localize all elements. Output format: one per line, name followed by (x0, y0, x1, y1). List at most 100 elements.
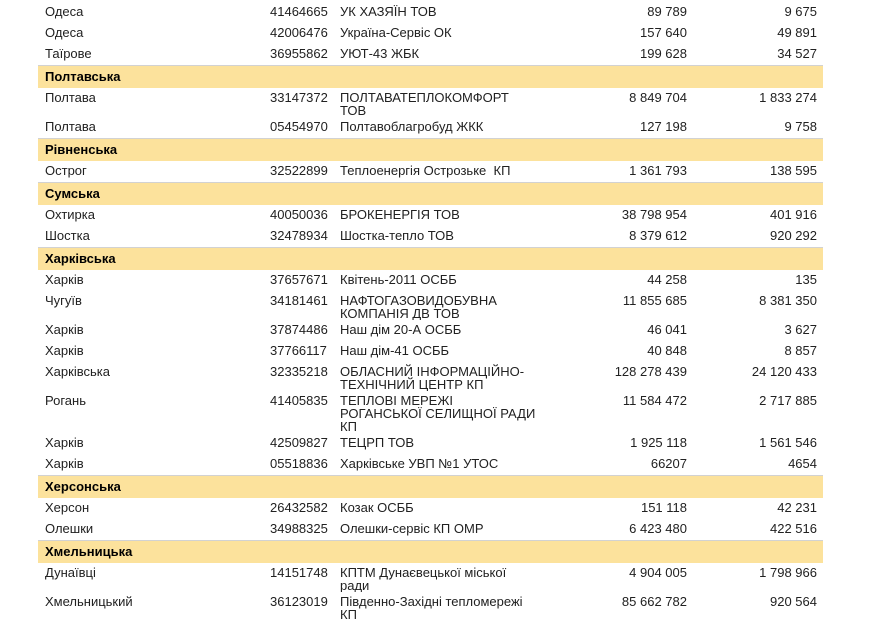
table-row: Херсон 26432582 Козак ОСББ 151 118 42 23… (38, 498, 823, 519)
table-row: Одеса 42006476 Україна-Сервіс ОК 157 640… (38, 23, 823, 44)
value2-cell: 3 627 (784, 322, 817, 337)
region-label: Рівненська (38, 137, 823, 161)
value1-cell: 85 662 782 (621, 594, 687, 609)
edrpou-cell: 32522899 (270, 163, 328, 178)
city-cell: Охтирка (45, 207, 95, 222)
value1-cell: 1 925 118 (630, 435, 687, 450)
city-cell: Чугуїв (45, 293, 82, 308)
table-row: Харків 37657671 Квітень-2011 ОСББ 44 258… (38, 270, 823, 291)
region-label: Херсонська (38, 474, 823, 498)
value2-cell: 422 516 (770, 521, 817, 536)
city-cell: Хмельницький (45, 594, 133, 609)
table-row: Чугуїв 34181461 НАФТОГАЗОВИДОБУВНА КОМПА… (38, 291, 823, 320)
value1-cell: 40 848 (647, 343, 687, 358)
edrpou-cell: 40050036 (270, 207, 328, 222)
edrpou-cell: 05518836 (270, 456, 328, 471)
company-cell: ТЕЦРП ТОВ (340, 435, 414, 450)
value2-cell: 49 891 (777, 25, 817, 40)
value2-cell: 4654 (788, 456, 817, 471)
edrpou-cell: 14151748 (270, 565, 328, 580)
value1-cell: 6 423 480 (629, 521, 687, 536)
table-row: Одеса 41464665 УК ХАЗЯЇН ТОВ 89 789 9 67… (38, 2, 823, 23)
city-cell: Таїрове (45, 46, 92, 61)
city-cell: Харків (45, 456, 84, 471)
table-row: Харків 37766117 Наш дім-41 ОСББ 40 848 8… (38, 341, 823, 362)
company-cell: Харківське УВП №1 УТОС (340, 456, 499, 471)
value2-cell: 1 798 966 (759, 565, 817, 580)
company-cell: Шостка-тепло ТОВ (340, 228, 454, 243)
company-cell: УК ХАЗЯЇН ТОВ (340, 4, 437, 19)
company-cell: ПОЛТАВАТЕПЛОКОМФОРТ ТОВ (340, 90, 509, 117)
value2-cell: 8 381 350 (759, 293, 817, 308)
city-cell: Харків (45, 272, 84, 287)
city-cell: Харків (45, 343, 84, 358)
company-cell: Полтавоблагробуд ЖКК (340, 119, 484, 134)
value1-cell: 8 379 612 (629, 228, 687, 243)
edrpou-cell: 33147372 (270, 90, 328, 105)
registry-table: Одеса 41464665 УК ХАЗЯЇН ТОВ 89 789 9 67… (38, 2, 823, 621)
edrpou-cell: 36955862 (270, 46, 328, 61)
region-header-row: Херсонська (38, 474, 823, 498)
value1-cell: 66207 (650, 456, 687, 471)
value2-cell: 42 231 (777, 500, 817, 515)
table-row: Охтирка 40050036 БРОКЕНЕРГІЯ ТОВ 38 798 … (38, 205, 823, 226)
company-cell: Південно-Західні тепломережі КП (340, 594, 523, 621)
company-cell: УЮТ-43 ЖБК (340, 46, 420, 61)
city-cell: Херсон (45, 500, 90, 515)
company-cell: Теплоенергія Острозьке КП (340, 163, 511, 178)
value2-cell: 135 (795, 272, 817, 287)
value1-cell: 11 855 685 (622, 293, 687, 308)
value1-cell: 8 849 704 (629, 90, 687, 105)
city-cell: Рогань (45, 393, 86, 408)
value1-cell: 11 584 472 (622, 393, 687, 408)
city-cell: Полтава (45, 90, 96, 105)
company-cell: Наш дім-41 ОСББ (340, 343, 450, 358)
value2-cell: 920 564 (770, 594, 817, 609)
table-row: Харків 05518836 Харківське УВП №1 УТОС 6… (38, 454, 823, 475)
company-cell: Олешки-сервіс КП ОМР (340, 521, 484, 536)
value1-cell: 4 904 005 (629, 565, 687, 580)
value2-cell: 920 292 (770, 228, 817, 243)
edrpou-cell: 37874486 (270, 322, 328, 337)
value1-cell: 199 628 (640, 46, 687, 61)
region-label: Харківська (38, 246, 823, 270)
city-cell: Харків (45, 322, 84, 337)
city-cell: Дунаївці (45, 565, 96, 580)
value2-cell: 2 717 885 (759, 393, 817, 408)
edrpou-cell: 37766117 (270, 343, 327, 358)
company-cell: Наш дім 20-А ОСББ (340, 322, 462, 337)
table-row: Дунаївці 14151748 КПТМ Дунаєвецької місь… (38, 563, 823, 592)
region-header-row: Хмельницька (38, 539, 823, 563)
city-cell: Острог (45, 163, 87, 178)
edrpou-cell: 42006476 (270, 25, 328, 40)
region-header-row: Рівненська (38, 137, 823, 161)
value1-cell: 127 198 (640, 119, 687, 134)
company-cell: НАФТОГАЗОВИДОБУВНА КОМПАНІЯ ДВ ТОВ (340, 293, 497, 320)
value2-cell: 9 675 (784, 4, 817, 19)
edrpou-cell: 26432582 (270, 500, 328, 515)
value2-cell: 9 758 (784, 119, 817, 134)
edrpou-cell: 05454970 (270, 119, 328, 134)
value1-cell: 46 041 (647, 322, 687, 337)
city-cell: Шостка (45, 228, 90, 243)
table-row: Хмельницький 36123019 Південно-Західні т… (38, 592, 823, 621)
edrpou-cell: 34988325 (270, 521, 328, 536)
region-label: Хмельницька (38, 539, 823, 563)
edrpou-cell: 42509827 (270, 435, 328, 450)
region-label: Полтавська (38, 64, 823, 88)
table-row: Шостка 32478934 Шостка-тепло ТОВ 8 379 6… (38, 226, 823, 247)
table-row: Олешки 34988325 Олешки-сервіс КП ОМР 6 4… (38, 519, 823, 540)
value1-cell: 157 640 (640, 25, 687, 40)
city-cell: Одеса (45, 25, 84, 40)
value1-cell: 151 118 (640, 500, 687, 515)
value2-cell: 8 857 (784, 343, 817, 358)
city-cell: Харківська (45, 364, 110, 379)
city-cell: Харків (45, 435, 84, 450)
company-cell: БРОКЕНЕРГІЯ ТОВ (340, 207, 460, 222)
value2-cell: 138 595 (770, 163, 817, 178)
company-cell: Козак ОСББ (340, 500, 414, 515)
table-row: Острог 32522899 Теплоенергія Острозьке К… (38, 161, 823, 182)
value2-cell: 24 120 433 (751, 364, 817, 379)
table-row: Полтава 33147372 ПОЛТАВАТЕПЛОКОМФОРТ ТОВ… (38, 88, 823, 117)
